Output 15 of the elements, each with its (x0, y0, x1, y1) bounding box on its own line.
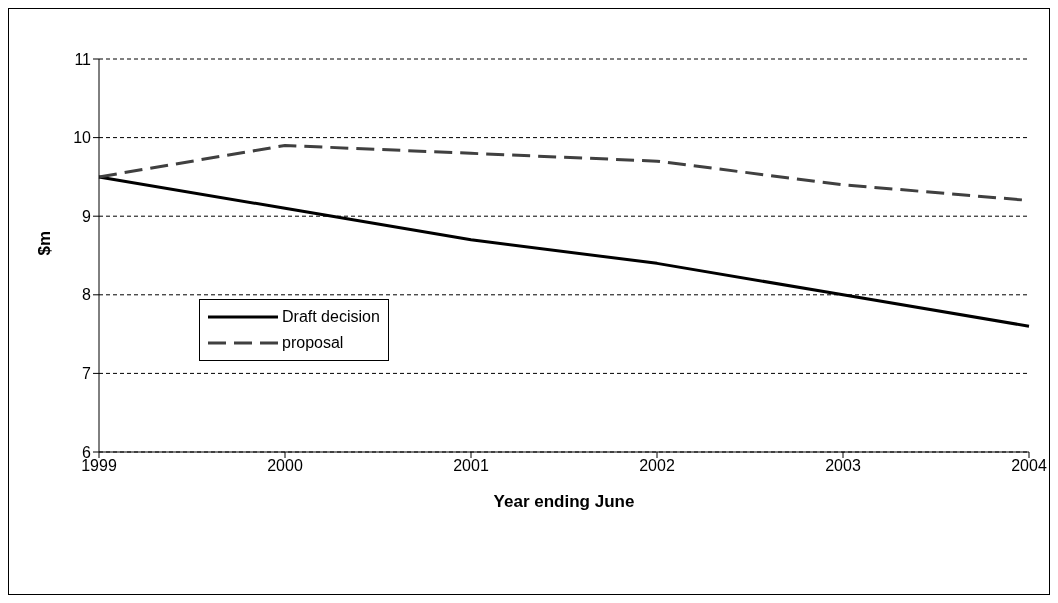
x-tick-label: 1999 (81, 457, 117, 475)
x-tick-label: 2004 (1011, 457, 1047, 475)
y-tick-label: 9 (82, 207, 92, 225)
y-axis-title: $m (35, 230, 55, 256)
y-tick-label: 11 (74, 50, 92, 68)
y-tick-label: 7 (82, 365, 92, 383)
legend-label: Draft decision (282, 308, 380, 326)
x-axis-title: Year ending June (493, 492, 635, 511)
x-tick-label: 2002 (639, 457, 675, 475)
legend-label: proposal (282, 334, 344, 352)
y-tick-label: 8 (82, 286, 92, 304)
x-tick-label: 2001 (453, 457, 489, 475)
y-tick-label: 10 (73, 129, 92, 147)
x-tick-label: 2003 (825, 457, 861, 475)
x-tick-label: 2000 (267, 457, 303, 475)
